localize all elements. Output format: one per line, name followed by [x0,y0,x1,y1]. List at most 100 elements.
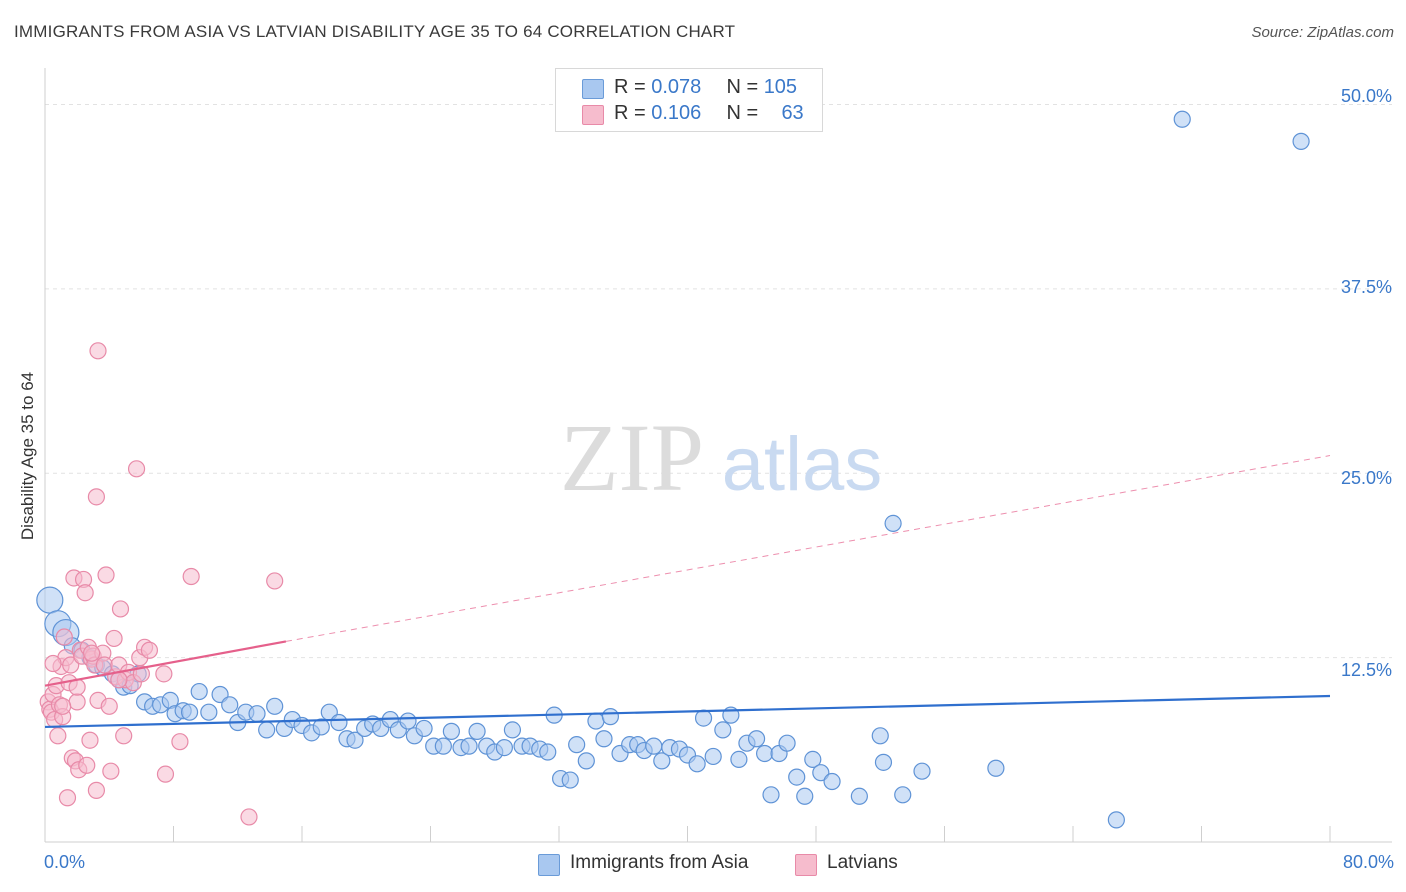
point-asia [884,514,902,533]
bottom-legend-swatch-asia [538,854,560,876]
legend-swatch-latvians [582,105,604,125]
point-asia [645,737,663,755]
point-latvians [156,765,175,783]
legend-n-value-latvians: 63 [781,102,804,124]
point-asia [258,721,276,739]
point-asia [913,762,931,780]
point-asia [200,703,218,721]
point-asia [346,731,364,749]
point-asia [871,727,889,745]
point-asia [987,759,1005,777]
point-latvians [240,808,258,826]
point-asia [312,718,330,736]
legend-swatch-asia [582,79,604,99]
point-latvians [89,342,107,360]
point-asia [330,713,348,732]
bottom-legend-swatch-latvians [795,854,817,876]
point-asia [714,721,732,739]
gridlines [45,104,1392,659]
chart-title: IMMIGRANTS FROM ASIA VS LATVIAN DISABILI… [14,22,736,41]
point-asia [1173,110,1191,128]
point-latvians [115,727,133,745]
point-asia [266,697,284,715]
watermark-zip: ZIP [560,404,704,511]
data-points [36,110,1310,829]
source-label: Source: ZipAtlas.com [1251,24,1394,41]
watermark-atlas: atlas [722,422,883,507]
point-latvians [155,665,173,683]
point-asia [688,755,706,773]
point-latvians [81,731,99,749]
point-asia [415,719,433,738]
point-asia [399,712,417,730]
point-latvians [127,460,146,478]
point-latvians [78,756,96,774]
point-asia [601,708,620,726]
point-latvians [182,567,200,586]
point-asia [561,771,579,789]
point-asia [804,750,822,769]
trend-line-latvians [44,640,287,687]
y-tick-label-37-5: 37.5% [1340,277,1392,297]
point-latvians [132,665,150,683]
point-latvians [87,781,106,799]
y-tick-label-50: 50.0% [1340,86,1392,106]
point-asia [894,786,912,804]
point-latvians [54,697,72,715]
point-asia [539,743,557,761]
x-tick-label-min: 0.0% [44,852,86,872]
point-latvians [111,600,130,618]
point-asia [762,786,780,804]
watermark: ZIP atlas [560,404,882,511]
trend-line-asia [44,694,1331,729]
point-latvians [140,641,159,659]
point-asia [653,752,671,770]
point-asia [190,682,208,701]
bottom-legend-label-asia: Immigrants from Asia [570,852,749,873]
point-latvians [68,693,86,711]
point-latvians [49,727,67,745]
point-asia [434,737,452,755]
point-asia [468,722,486,740]
point-latvians [97,566,115,584]
legend-r-value-asia: 0.078 [651,76,702,98]
point-asia [577,752,595,770]
point-asia [850,787,868,805]
y-tick-label-12-5: 12.5% [1340,660,1392,680]
point-latvians [171,733,189,751]
point-asia [568,736,586,754]
point-latvians [82,644,101,662]
trend-lines [44,455,1331,729]
point-asia [460,737,478,755]
legend-n-label: N = [726,76,759,98]
point-asia [704,747,722,766]
point-asia [796,787,814,805]
correlation-legend: R = 0.078 N = 105 R = 0.106 N = 63 [555,68,823,132]
legend-r-label: R = [614,102,646,124]
point-asia [823,772,841,791]
point-asia [788,768,806,786]
point-latvians [100,697,118,715]
point-asia [747,730,766,748]
legend-n-label: N = [726,102,759,124]
point-asia [730,750,748,769]
point-latvians [44,654,62,673]
point-asia [778,734,796,752]
y-tick-label-25: 25.0% [1340,468,1392,488]
legend-n-value-asia: 105 [763,76,798,98]
point-asia [180,703,199,721]
legend-r-label: R = [614,76,646,98]
point-asia [495,738,513,757]
point-latvians [102,762,120,780]
point-latvians [87,488,106,506]
point-latvians [55,628,73,646]
point-asia [587,712,605,730]
point-asia [874,753,893,771]
point-latvians [105,629,123,648]
point-latvians [76,584,94,602]
point-latvians [62,656,80,674]
point-asia [812,764,830,782]
point-asia [1107,811,1125,829]
point-latvians [266,572,284,590]
